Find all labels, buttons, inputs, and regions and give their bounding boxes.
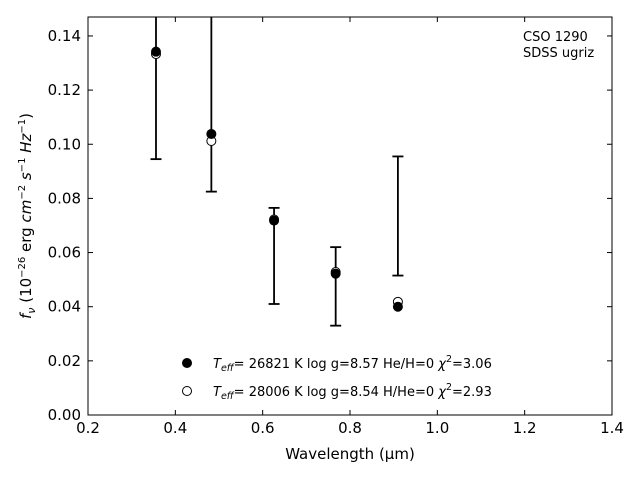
x-tick-label: 1.0 [425,419,449,437]
x-axis-label: Wavelength (μm) [285,445,415,463]
plot-marks [150,17,404,327]
survey-annotation: SDSS ugriz [523,46,594,61]
legend-entry-1: Teff= 26821 K log g=8.57 He/H=0 χ2=3.06 [213,354,492,374]
legend-open-circle-marker [182,386,192,396]
model-point-filled [392,301,403,312]
x-tick-label: 0.6 [251,419,275,437]
x-tick-label: 1.4 [600,419,624,437]
x-tick-label: 0.8 [338,419,362,437]
model-point-filled [269,215,280,226]
legend-filled-circle-marker [182,358,192,368]
legend-entry-2: Teff= 28006 K log g=8.54 H/He=0 χ2=2.93 [213,382,492,402]
y-tick-label: 0.08 [48,189,81,207]
y-tick-label: 0.02 [48,352,81,370]
y-tick-label: 0.04 [48,298,81,316]
y-axis-ticks: 0.00 0.02 0.04 0.06 0.08 0.10 0.12 0.14 [48,27,612,424]
x-tick-label: 0.4 [163,419,187,437]
x-axis-ticks: 0.2 0.4 0.6 0.8 1.0 1.2 1.4 [76,17,624,437]
model-point-filled [150,46,161,57]
y-axis-label: fν (10−26 erg cm−2 s−1 Hz−1) [17,113,38,319]
legend: Teff= 26821 K log g=8.57 He/H=0 χ2=3.06 … [182,354,492,402]
y-tick-label: 0.12 [48,81,81,99]
object-name-annotation: CSO 1290 [523,30,588,45]
y-tick-label: 0.10 [48,135,81,153]
y-tick-label: 0.06 [48,244,81,262]
model-point-filled [330,268,341,279]
y-tick-label: 0.00 [48,406,81,424]
y-tick-label: 0.14 [48,27,81,45]
x-tick-label: 1.2 [513,419,537,437]
model-point-filled [206,128,217,139]
x-tick-label: 0.2 [76,419,100,437]
